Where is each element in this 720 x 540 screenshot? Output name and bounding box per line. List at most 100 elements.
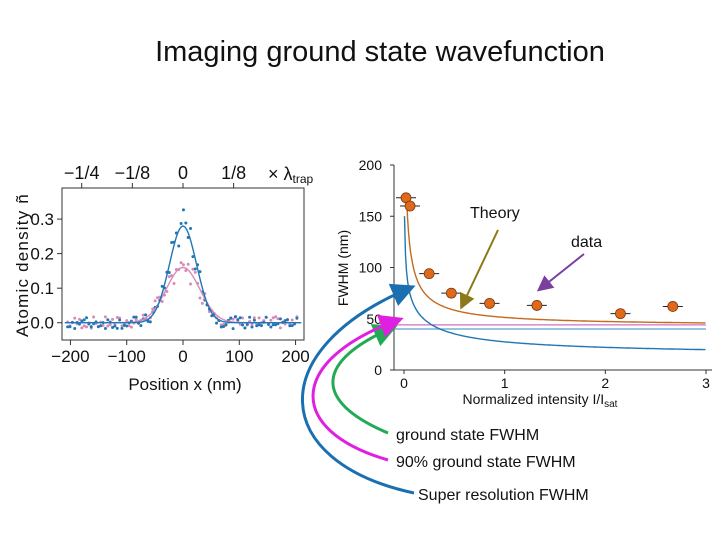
right-fwhm-chart: 0 1 2 3 0 50 100 150 200 Normalized intensity I/… <box>335 157 712 410</box>
right-ytick-label: 50 <box>366 311 382 327</box>
left-data-point <box>231 317 235 321</box>
left-data-point <box>122 323 126 327</box>
left-data-point <box>189 227 193 231</box>
left-data-point <box>132 315 136 319</box>
left-data-point <box>106 324 110 328</box>
left-xlabel: Position x (nm) <box>128 375 241 394</box>
left-data-point <box>118 318 122 322</box>
left-data-point <box>115 326 119 330</box>
left-data-point <box>224 323 228 327</box>
left-data-point <box>191 255 195 259</box>
left-ytick-label: 0.3 <box>30 210 54 229</box>
left-data-point <box>198 270 202 274</box>
left-data-point <box>271 316 275 320</box>
left-data-point <box>172 282 176 286</box>
left-data-point <box>184 268 188 272</box>
left-data-point <box>233 315 237 319</box>
left-xtick-label: 0 <box>178 347 187 366</box>
page-title: Imaging ground state wavefunction <box>155 36 605 68</box>
left-data-point <box>179 261 183 265</box>
data-label: data <box>571 234 603 251</box>
super-res-arrow <box>301 283 416 495</box>
left-data-point <box>160 300 164 304</box>
left-data-point <box>141 313 145 317</box>
left-data-point <box>236 318 240 322</box>
left-data-point <box>103 315 107 319</box>
left-data-point <box>241 316 245 320</box>
left-data-point <box>243 326 247 330</box>
left-ylabel: Atomic density ñ <box>13 193 32 337</box>
right-ytick-label: 0 <box>374 362 382 378</box>
ninety-pct-arrow <box>311 314 404 462</box>
left-data-point <box>111 326 115 330</box>
left-ytick-label: 0.2 <box>30 245 54 264</box>
left-data-point <box>146 319 150 323</box>
left-data-point <box>259 324 263 328</box>
left-data-point <box>170 240 174 244</box>
left-data-point <box>288 324 292 328</box>
left-data-point <box>250 322 254 326</box>
left-data-point <box>186 262 190 266</box>
left-data-point <box>179 222 183 226</box>
left-data-point <box>257 316 261 320</box>
left-data-point <box>115 316 119 320</box>
left-data-point <box>257 323 261 327</box>
left-data-point <box>295 316 299 320</box>
theory-curve <box>405 193 706 324</box>
left-data-point <box>193 267 197 271</box>
left-data-point <box>144 313 148 317</box>
left-data-point <box>92 315 96 319</box>
left-data-point <box>80 319 84 323</box>
left-data-point <box>73 316 77 320</box>
left-data-point <box>267 323 271 327</box>
left-data-point <box>181 263 185 267</box>
left-fit-curve <box>64 225 302 324</box>
left-data-point <box>120 326 124 330</box>
left-data-point <box>285 318 289 322</box>
right-xtick-label: 0 <box>400 375 408 391</box>
left-ytick-label: 0.0 <box>30 314 54 333</box>
left-data-point <box>271 323 275 327</box>
left-data-point <box>134 315 138 319</box>
left-data-point <box>215 321 219 325</box>
right-ytick-label: 100 <box>359 260 383 276</box>
left-data-point <box>238 322 242 326</box>
left-top-tick-label: 0 <box>178 163 188 183</box>
data-point <box>404 200 416 212</box>
theory-arrow <box>459 229 499 310</box>
left-data-point <box>283 319 287 323</box>
left-data-point <box>139 324 143 328</box>
data-point <box>445 287 457 299</box>
left-data-point <box>191 267 195 271</box>
left-data-point <box>274 323 278 327</box>
left-data-point <box>153 299 157 303</box>
left-data-point <box>101 323 105 327</box>
left-data-point <box>290 318 294 322</box>
left-data-point <box>219 325 223 329</box>
left-data-point <box>238 316 242 320</box>
left-data-point <box>89 325 93 329</box>
left-data-point <box>108 323 112 327</box>
left-data-point <box>252 316 256 320</box>
left-data-point <box>248 315 252 319</box>
left-xtick-label: 200 <box>281 347 309 366</box>
left-data-point <box>96 325 100 329</box>
right-xtick-label: 2 <box>601 375 609 391</box>
left-ytick-label: 0.1 <box>30 279 54 298</box>
left-data-point <box>278 317 282 321</box>
ground-state-label: ground state FWHM <box>396 427 540 444</box>
left-data-point <box>184 221 188 225</box>
left-data-point <box>167 275 171 279</box>
left-data-point <box>125 324 129 328</box>
right-ytick-label: 200 <box>359 157 383 173</box>
left-data-point <box>134 318 138 322</box>
left-data-point <box>77 317 81 321</box>
left-data-point <box>148 320 152 324</box>
ground-state-arrow <box>331 324 398 435</box>
left-data-point <box>127 324 131 328</box>
left-xtick-label: −200 <box>51 347 89 366</box>
left-data-point <box>200 301 204 305</box>
left-data-point <box>82 318 86 322</box>
left-data-point <box>198 296 202 300</box>
